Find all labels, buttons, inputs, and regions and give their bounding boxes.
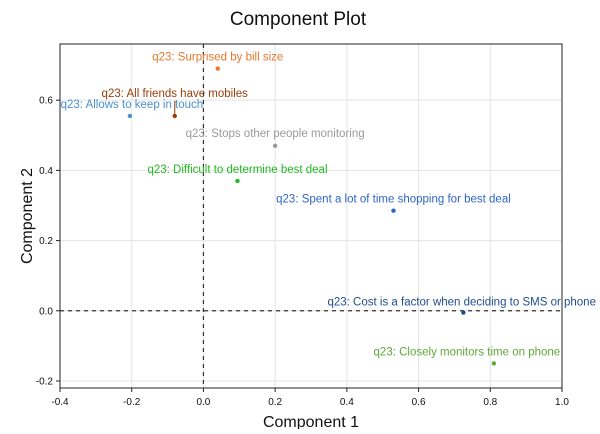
point-label: q23: Cost is a factor when deciding to S… <box>327 297 596 309</box>
x-tick-label: 1.0 <box>555 397 569 408</box>
point-label: q23: Difficult to determine best deal <box>147 164 327 176</box>
data-points: q23: Surprised by bill size q23: All frie… <box>61 52 596 366</box>
scatter-point <box>172 113 177 119</box>
scatter-point <box>215 66 220 71</box>
point-label: q23: Stops other people monitoring <box>186 128 365 140</box>
point-label: q23: Allows to keep in touch <box>61 99 204 111</box>
x-tick-label: 0.8 <box>483 397 497 408</box>
scatter-point <box>491 361 497 366</box>
x-tick-label: 0.2 <box>268 397 282 408</box>
point-label: q23: All friends have mobiles <box>102 88 249 100</box>
x-tick-label: 0.6 <box>412 397 426 408</box>
point-label: q23: Spent a lot of time shopping for be… <box>276 194 511 206</box>
scatter-point <box>461 310 466 315</box>
y-axis-label: Component 2 <box>19 168 36 264</box>
scatter-point <box>272 143 278 148</box>
point-label: q23: Surprised by bill size <box>152 52 283 64</box>
y-tick-label: 0.6 <box>39 96 53 107</box>
x-tick-label: 0.4 <box>340 397 354 408</box>
scatter-point <box>235 178 240 184</box>
y-tick-label: -0.2 <box>36 376 54 387</box>
plot-frame <box>59 43 563 389</box>
x-axis-label: Component 1 <box>263 414 359 429</box>
y-tick-label: 0.0 <box>39 306 53 317</box>
point-label: q23: Closely monitors time on phone <box>374 346 561 358</box>
chart-title: Component Plot <box>230 9 367 30</box>
y-tick-label: 0.2 <box>39 236 53 247</box>
x-tick-label: -0.2 <box>123 397 141 408</box>
scatter-point <box>127 113 133 119</box>
y-tick-label: 0.4 <box>39 166 53 177</box>
x-tick-label: 0.0 <box>196 397 210 408</box>
x-tick-label: -0.4 <box>51 397 69 408</box>
reference-lines <box>60 44 562 388</box>
y-tick-labels: -0.2 0.0 0.2 0.4 0.6 <box>36 96 60 387</box>
scatter-point <box>391 208 396 213</box>
x-tick-labels: -0.4 -0.2 0.0 0.2 0.4 0.6 0.8 1.0 <box>51 388 569 408</box>
